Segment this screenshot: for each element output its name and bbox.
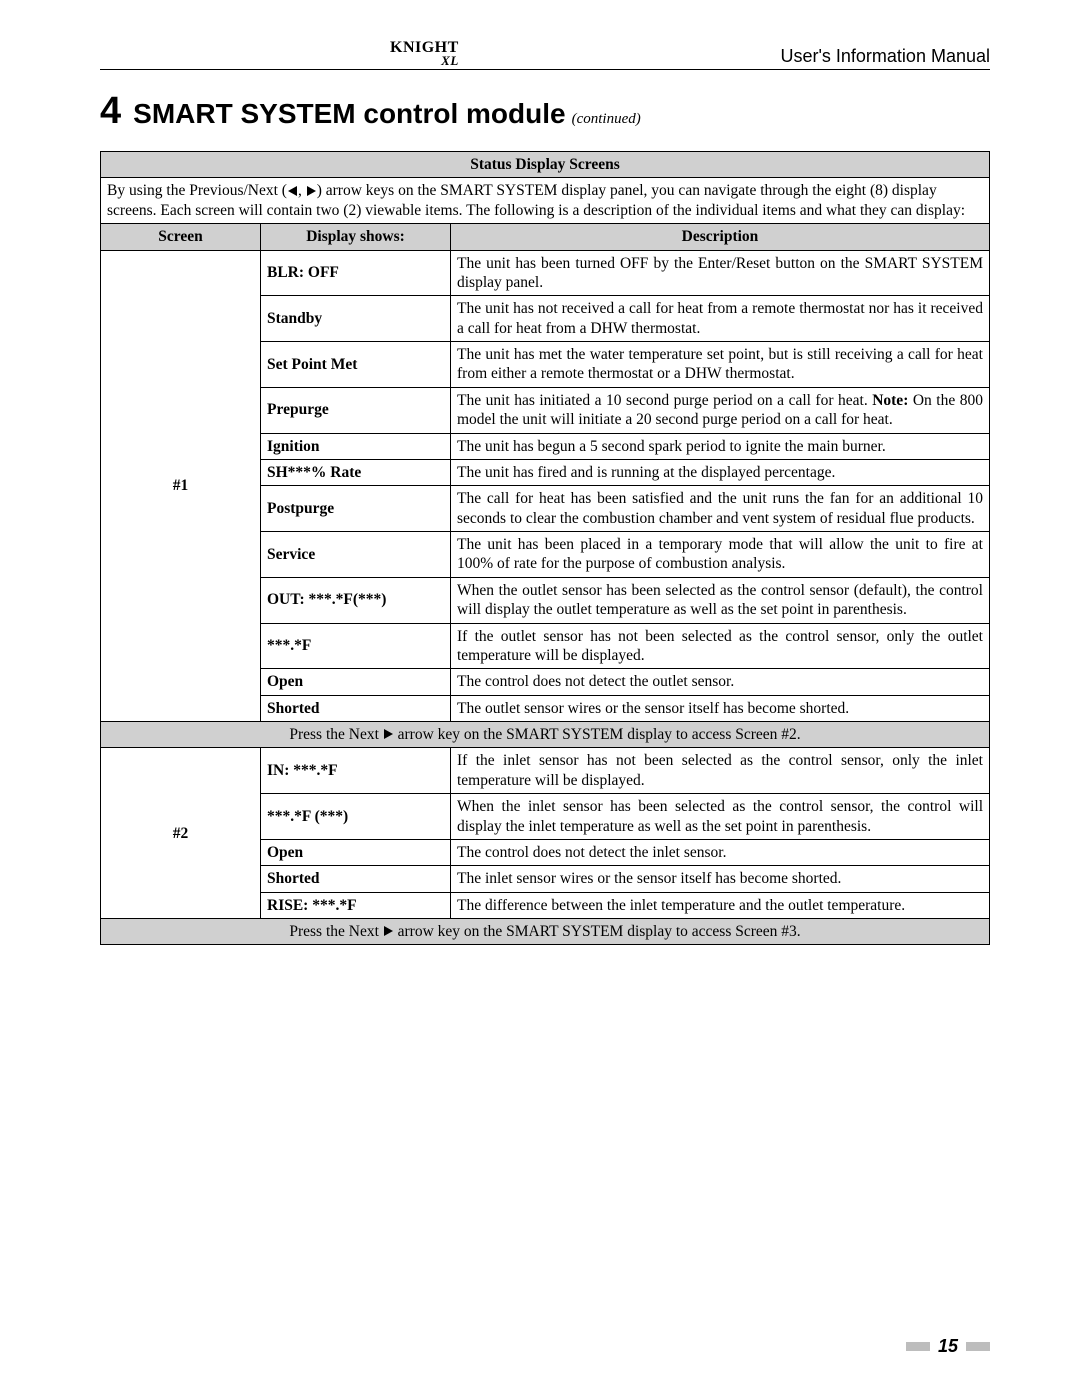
col-header-description: Description [451,224,990,250]
intro-text-pre: By using the Previous/Next ( [107,182,287,199]
display-label: Shorted [261,695,451,721]
display-description: If the outlet sensor has not been select… [451,623,990,669]
page-header: KNIGHT XL User's Information Manual [100,40,990,70]
desc-pre: The unit has initiated a 10 second purge… [457,392,872,409]
display-label: Set Point Met [261,342,451,388]
display-label: BLR: OFF [261,250,451,296]
display-description: The inlet sensor wires or the sensor its… [451,866,990,892]
display-label: Shorted [261,866,451,892]
nav-instruction-row: Press the Next arrow key on the SMART SY… [101,722,990,748]
screen-number-1: #1 [101,250,261,722]
display-description: When the outlet sensor has been selected… [451,577,990,623]
nav2-post: arrow key on the SMART SYSTEM display to… [394,923,801,940]
nav-instruction-row: Press the Next arrow key on the SMART SY… [101,919,990,945]
section-number: 4 [100,90,121,133]
display-description: The control does not detect the outlet s… [451,669,990,695]
page-number-decor-right [966,1342,990,1351]
display-label: ***.*F [261,623,451,669]
page-number-bar: 15 [906,1336,990,1357]
manual-title: User's Information Manual [780,46,990,67]
display-label: Ignition [261,433,451,459]
display-description: If the inlet sensor has not been selecte… [451,748,990,794]
nav-instruction-1: Press the Next arrow key on the SMART SY… [101,722,990,748]
display-description: The unit has initiated a 10 second purge… [451,387,990,433]
table-title: Status Display Screens [101,152,990,178]
table-row: #1 BLR: OFF The unit has been turned OFF… [101,250,990,296]
display-description: The unit has fired and is running at the… [451,459,990,485]
table-intro-row: By using the Previous/Next (, ) arrow ke… [101,178,990,224]
display-description: The outlet sensor wires or the sensor it… [451,695,990,721]
display-label: RISE: ***.*F [261,892,451,918]
display-label: Postpurge [261,486,451,532]
display-description: The unit has been placed in a temporary … [451,532,990,578]
display-description: The difference between the inlet tempera… [451,892,990,918]
right-arrow-icon [384,926,393,936]
page: KNIGHT XL User's Information Manual 4 SM… [0,0,1080,1397]
display-label: Prepurge [261,387,451,433]
table-title-row: Status Display Screens [101,152,990,178]
display-label: ***.*F (***) [261,794,451,840]
right-arrow-icon [307,186,316,196]
display-label: OUT: ***.*F(***) [261,577,451,623]
table-intro: By using the Previous/Next (, ) arrow ke… [101,178,990,224]
page-number-decor-left [906,1342,930,1351]
display-label: IN: ***.*F [261,748,451,794]
left-arrow-icon [288,186,297,196]
display-label: SH***% Rate [261,459,451,485]
brand-logo: KNIGHT XL [390,40,459,67]
table-header-row: Screen Display shows: Description [101,224,990,250]
display-description: The control does not detect the inlet se… [451,839,990,865]
right-arrow-icon [384,729,393,739]
nav2-pre: Press the Next [289,923,382,940]
section-title: SMART SYSTEM control module [133,98,565,130]
note-label: Note: [872,392,908,409]
display-description: The call for heat has been satisfied and… [451,486,990,532]
screen-number-2: #2 [101,748,261,919]
section-heading: 4 SMART SYSTEM control module (continued… [100,90,990,133]
nav1-pre: Press the Next [289,726,382,743]
col-header-screen: Screen [101,224,261,250]
display-label: Service [261,532,451,578]
page-number: 15 [938,1336,958,1357]
display-description: The unit has begun a 5 second spark peri… [451,433,990,459]
display-label: Standby [261,296,451,342]
display-description: When the inlet sensor has been selected … [451,794,990,840]
section-continued: (continued) [572,111,641,128]
display-description: The unit has been turned OFF by the Ente… [451,250,990,296]
display-description: The unit has met the water temperature s… [451,342,990,388]
display-label: Open [261,669,451,695]
table-row: #2 IN: ***.*F If the inlet sensor has no… [101,748,990,794]
nav-instruction-2: Press the Next arrow key on the SMART SY… [101,919,990,945]
col-header-display: Display shows: [261,224,451,250]
nav1-post: arrow key on the SMART SYSTEM display to… [394,726,801,743]
display-label: Open [261,839,451,865]
intro-text-mid: , [298,182,306,199]
status-display-table: Status Display Screens By using the Prev… [100,151,990,945]
display-description: The unit has not received a call for hea… [451,296,990,342]
